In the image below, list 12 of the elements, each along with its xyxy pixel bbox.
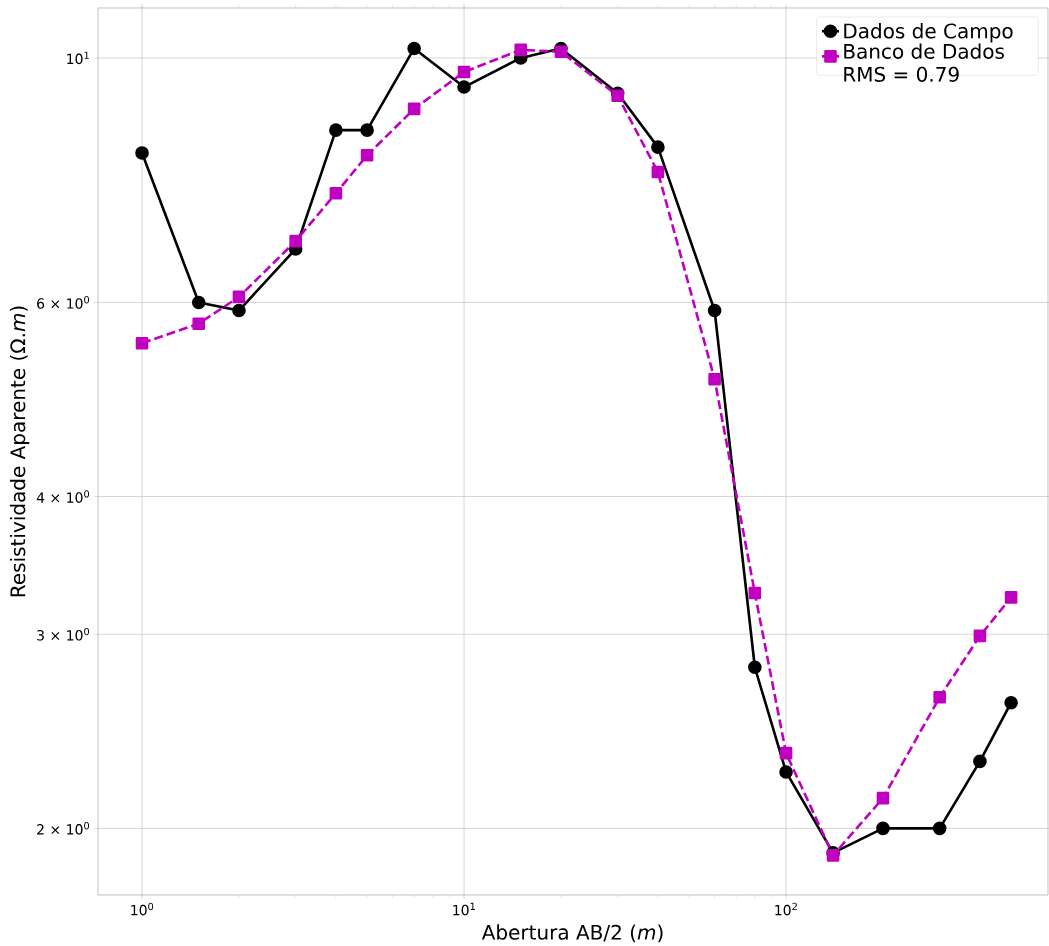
y-tick-label: 3 × 10$^{0}$ [37,627,90,641]
x-tick-label: 10$^{0}$ [131,902,154,916]
y-tick-label: 6 × 10$^{0}$ [37,296,90,309]
y-tick-label: 10$^{1}$ [67,51,89,65]
x-tick-label: 10$^{1}$ [453,902,475,916]
x-axis-title: Abertura AB/2 (m) [481,924,663,943]
legend-label: Banco de Dados RMS = 0.79 [844,43,1004,82]
x-tick-label: 10$^{2}$ [775,902,797,916]
y-axis-title: Resistividade Aparente (Ω.m) [9,306,30,597]
legend-label: Dados de Campo [844,23,1013,43]
y-tick-label: 2 × 10$^{0}$ [37,822,90,835]
y-tick-label: 4 × 10$^{0}$ [36,490,90,503]
